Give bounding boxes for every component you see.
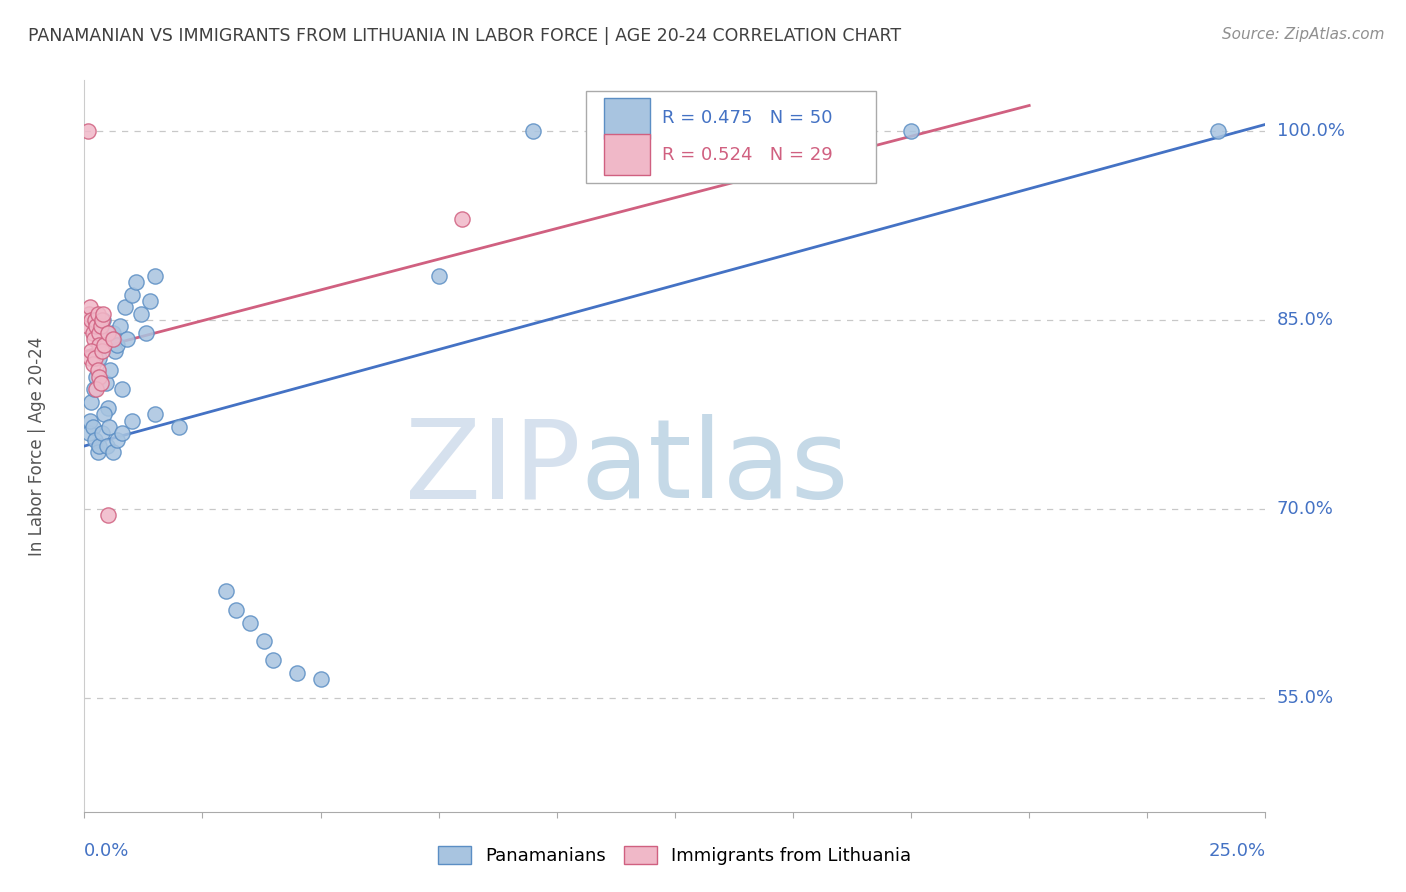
Text: R = 0.524   N = 29: R = 0.524 N = 29 <box>662 146 832 164</box>
Point <box>90 376 112 390</box>
Point <box>83 313 105 327</box>
Point <box>84 319 107 334</box>
Point <box>80 313 103 327</box>
Point <box>77 124 100 138</box>
Point <box>79 351 101 365</box>
Text: PANAMANIAN VS IMMIGRANTS FROM LITHUANIA IN LABOR FORCE | AGE 20-24 CORRELATION C: PANAMANIAN VS IMMIGRANTS FROM LITHUANIA … <box>28 27 901 45</box>
Point <box>77 319 100 334</box>
Point <box>215 584 238 599</box>
Point <box>91 313 114 327</box>
Point <box>309 673 332 687</box>
Point <box>90 319 112 334</box>
FancyBboxPatch shape <box>605 135 650 176</box>
Point <box>83 351 105 365</box>
Point <box>97 420 120 434</box>
Point <box>167 420 190 434</box>
Point <box>101 332 124 346</box>
Point <box>77 426 100 441</box>
Point <box>97 508 120 523</box>
Point <box>89 439 111 453</box>
Point <box>451 212 474 227</box>
Point <box>253 634 276 648</box>
Point <box>86 363 108 377</box>
Point <box>125 275 148 289</box>
Point <box>80 395 103 409</box>
Text: In Labor Force | Age 20-24: In Labor Force | Age 20-24 <box>28 336 46 556</box>
Point <box>98 363 121 377</box>
Point <box>89 338 111 352</box>
Text: 0.0%: 0.0% <box>84 842 129 860</box>
Text: 70.0%: 70.0% <box>1277 500 1333 518</box>
Point <box>115 332 138 346</box>
Point <box>262 653 284 667</box>
Point <box>101 445 124 459</box>
Point <box>87 326 110 340</box>
Point <box>111 382 134 396</box>
Text: Source: ZipAtlas.com: Source: ZipAtlas.com <box>1222 27 1385 42</box>
Text: 85.0%: 85.0% <box>1277 311 1333 329</box>
Point <box>84 369 107 384</box>
Point <box>664 124 686 138</box>
Point <box>107 433 129 447</box>
Text: ZIP: ZIP <box>405 415 581 522</box>
Point <box>96 439 118 453</box>
Point <box>143 408 166 422</box>
Text: R = 0.475   N = 50: R = 0.475 N = 50 <box>662 110 832 128</box>
Point <box>82 326 104 340</box>
Point <box>107 338 129 352</box>
Point <box>135 326 157 340</box>
Point <box>522 124 544 138</box>
Point <box>83 433 105 447</box>
Point <box>83 332 105 346</box>
Point <box>82 357 104 371</box>
Point <box>91 426 114 441</box>
Point <box>97 326 120 340</box>
Point <box>1206 124 1229 138</box>
Point <box>101 326 124 340</box>
Point <box>143 268 166 283</box>
Point <box>79 414 101 428</box>
Point <box>93 408 115 422</box>
Point <box>93 338 115 352</box>
Text: 25.0%: 25.0% <box>1208 842 1265 860</box>
Point <box>104 344 127 359</box>
Point <box>108 319 131 334</box>
Point <box>900 124 922 138</box>
Point <box>86 307 108 321</box>
Text: atlas: atlas <box>581 415 849 522</box>
FancyBboxPatch shape <box>586 91 876 183</box>
Text: 55.0%: 55.0% <box>1277 690 1334 707</box>
Point <box>97 401 120 416</box>
Point <box>77 307 100 321</box>
Point <box>427 268 450 283</box>
Legend: Panamanians, Immigrants from Lithuania: Panamanians, Immigrants from Lithuania <box>432 838 918 872</box>
Point <box>87 351 110 365</box>
Point <box>86 445 108 459</box>
Point <box>79 300 101 314</box>
Point <box>91 313 114 327</box>
Text: 100.0%: 100.0% <box>1277 121 1344 140</box>
Point <box>139 293 162 308</box>
Point <box>84 382 107 396</box>
Point <box>121 287 143 301</box>
Point <box>89 369 111 384</box>
Point <box>225 603 247 617</box>
Point <box>121 414 143 428</box>
Point <box>239 615 262 630</box>
Point <box>111 426 134 441</box>
Point <box>91 344 114 359</box>
Point <box>129 307 152 321</box>
Point <box>114 300 136 314</box>
Point <box>80 344 103 359</box>
Point <box>91 307 114 321</box>
FancyBboxPatch shape <box>605 98 650 139</box>
Point <box>285 665 308 680</box>
Point <box>94 376 117 390</box>
Point <box>82 420 104 434</box>
Point <box>90 332 112 346</box>
Point <box>83 382 105 396</box>
